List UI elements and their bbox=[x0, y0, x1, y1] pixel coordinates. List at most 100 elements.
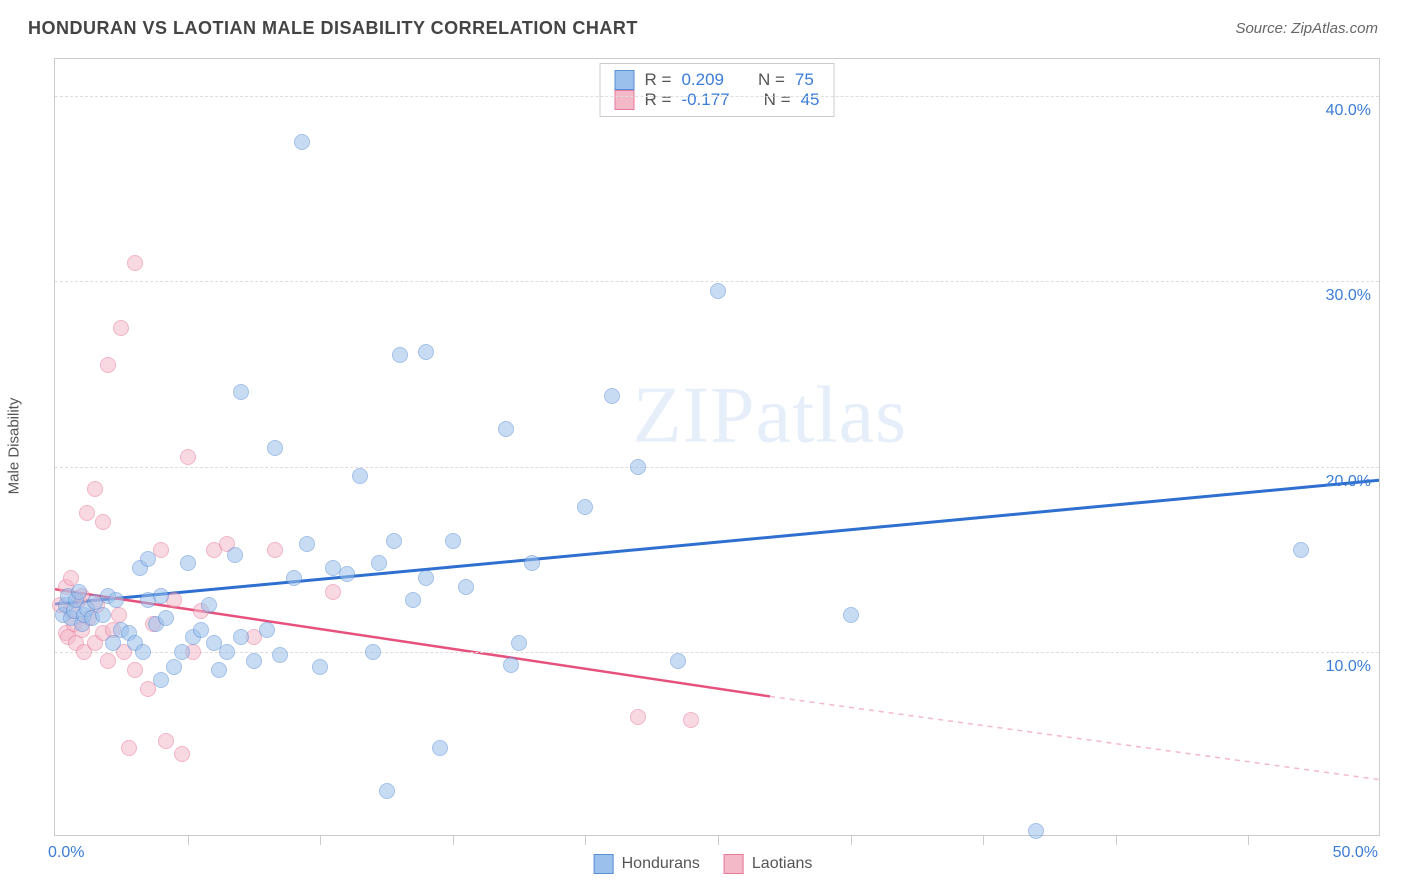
series-legend: Hondurans Laotians bbox=[594, 854, 813, 874]
stats-legend: R = 0.209 N = 75 R = -0.177 N = 45 bbox=[600, 63, 835, 117]
data-point bbox=[379, 783, 395, 799]
y-tick-label: 30.0% bbox=[1326, 287, 1371, 305]
trend-lines bbox=[55, 59, 1379, 835]
watermark-zip: ZIP bbox=[633, 371, 756, 459]
grid-line bbox=[55, 96, 1379, 97]
n-value-laotians: 45 bbox=[801, 90, 820, 110]
data-point bbox=[286, 570, 302, 586]
x-tick bbox=[188, 835, 189, 845]
x-origin-label: 0.0% bbox=[48, 844, 84, 862]
data-point bbox=[100, 357, 116, 373]
x-tick bbox=[1248, 835, 1249, 845]
data-point bbox=[201, 597, 217, 613]
swatch-hondurans bbox=[615, 70, 635, 90]
data-point bbox=[111, 607, 127, 623]
swatch-laotians bbox=[724, 854, 744, 874]
data-point bbox=[113, 320, 129, 336]
data-point bbox=[246, 653, 262, 669]
x-tick bbox=[718, 835, 719, 845]
data-point bbox=[670, 653, 686, 669]
data-point bbox=[432, 740, 448, 756]
legend-item-laotians: Laotians bbox=[724, 854, 813, 874]
data-point bbox=[577, 499, 593, 515]
data-point bbox=[193, 622, 209, 638]
x-tick bbox=[320, 835, 321, 845]
data-point bbox=[365, 644, 381, 660]
r-value-hondurans: 0.209 bbox=[681, 70, 724, 90]
data-point bbox=[227, 547, 243, 563]
data-point bbox=[371, 555, 387, 571]
data-point bbox=[710, 283, 726, 299]
data-point bbox=[843, 607, 859, 623]
data-point bbox=[511, 635, 527, 651]
stats-row-hondurans: R = 0.209 N = 75 bbox=[615, 70, 820, 90]
data-point bbox=[100, 653, 116, 669]
data-point bbox=[1293, 542, 1309, 558]
data-point bbox=[418, 344, 434, 360]
swatch-hondurans bbox=[594, 854, 614, 874]
data-point bbox=[259, 622, 275, 638]
data-point bbox=[503, 657, 519, 673]
watermark-atlas: atlas bbox=[756, 371, 908, 459]
data-point bbox=[180, 555, 196, 571]
r-label: R = bbox=[645, 90, 672, 110]
data-point bbox=[71, 584, 87, 600]
data-point bbox=[312, 659, 328, 675]
data-point bbox=[95, 514, 111, 530]
x-tick bbox=[983, 835, 984, 845]
data-point bbox=[233, 629, 249, 645]
data-point bbox=[630, 459, 646, 475]
data-point bbox=[233, 384, 249, 400]
source-citation: Source: ZipAtlas.com bbox=[1235, 20, 1378, 37]
data-point bbox=[158, 610, 174, 626]
n-label: N = bbox=[764, 90, 791, 110]
data-point bbox=[458, 579, 474, 595]
data-point bbox=[63, 570, 79, 586]
y-axis-label: Male Disability bbox=[6, 398, 23, 495]
data-point bbox=[267, 440, 283, 456]
data-point bbox=[153, 588, 169, 604]
y-tick-label: 10.0% bbox=[1326, 658, 1371, 676]
swatch-laotians bbox=[615, 90, 635, 110]
x-tick bbox=[585, 835, 586, 845]
legend-item-hondurans: Hondurans bbox=[594, 854, 700, 874]
data-point bbox=[79, 505, 95, 521]
x-tick bbox=[453, 835, 454, 845]
data-point bbox=[121, 740, 137, 756]
stats-row-laotians: R = -0.177 N = 45 bbox=[615, 90, 820, 110]
y-tick-label: 40.0% bbox=[1326, 102, 1371, 120]
grid-line bbox=[55, 467, 1379, 468]
data-point bbox=[95, 607, 111, 623]
watermark: ZIPatlas bbox=[633, 370, 908, 461]
data-point bbox=[325, 584, 341, 600]
chart-title: HONDURAN VS LAOTIAN MALE DISABILITY CORR… bbox=[28, 18, 638, 39]
data-point bbox=[87, 481, 103, 497]
data-point bbox=[299, 536, 315, 552]
data-point bbox=[445, 533, 461, 549]
legend-label-hondurans: Hondurans bbox=[622, 855, 700, 873]
data-point bbox=[174, 746, 190, 762]
data-point bbox=[153, 672, 169, 688]
data-point bbox=[108, 592, 124, 608]
data-point bbox=[352, 468, 368, 484]
data-point bbox=[267, 542, 283, 558]
data-point bbox=[392, 347, 408, 363]
data-point bbox=[405, 592, 421, 608]
x-tick bbox=[1116, 835, 1117, 845]
scatter-chart: ZIPatlas R = 0.209 N = 75 R = -0.177 N =… bbox=[54, 58, 1380, 836]
n-label: N = bbox=[758, 70, 785, 90]
data-point bbox=[153, 542, 169, 558]
r-value-laotians: -0.177 bbox=[681, 90, 729, 110]
data-point bbox=[180, 449, 196, 465]
data-point bbox=[1028, 823, 1044, 839]
data-point bbox=[211, 662, 227, 678]
data-point bbox=[524, 555, 540, 571]
data-point bbox=[135, 644, 151, 660]
data-point bbox=[630, 709, 646, 725]
data-point bbox=[339, 566, 355, 582]
data-point bbox=[294, 134, 310, 150]
data-point bbox=[418, 570, 434, 586]
data-point bbox=[386, 533, 402, 549]
data-point bbox=[127, 255, 143, 271]
x-max-label: 50.0% bbox=[1333, 844, 1378, 862]
